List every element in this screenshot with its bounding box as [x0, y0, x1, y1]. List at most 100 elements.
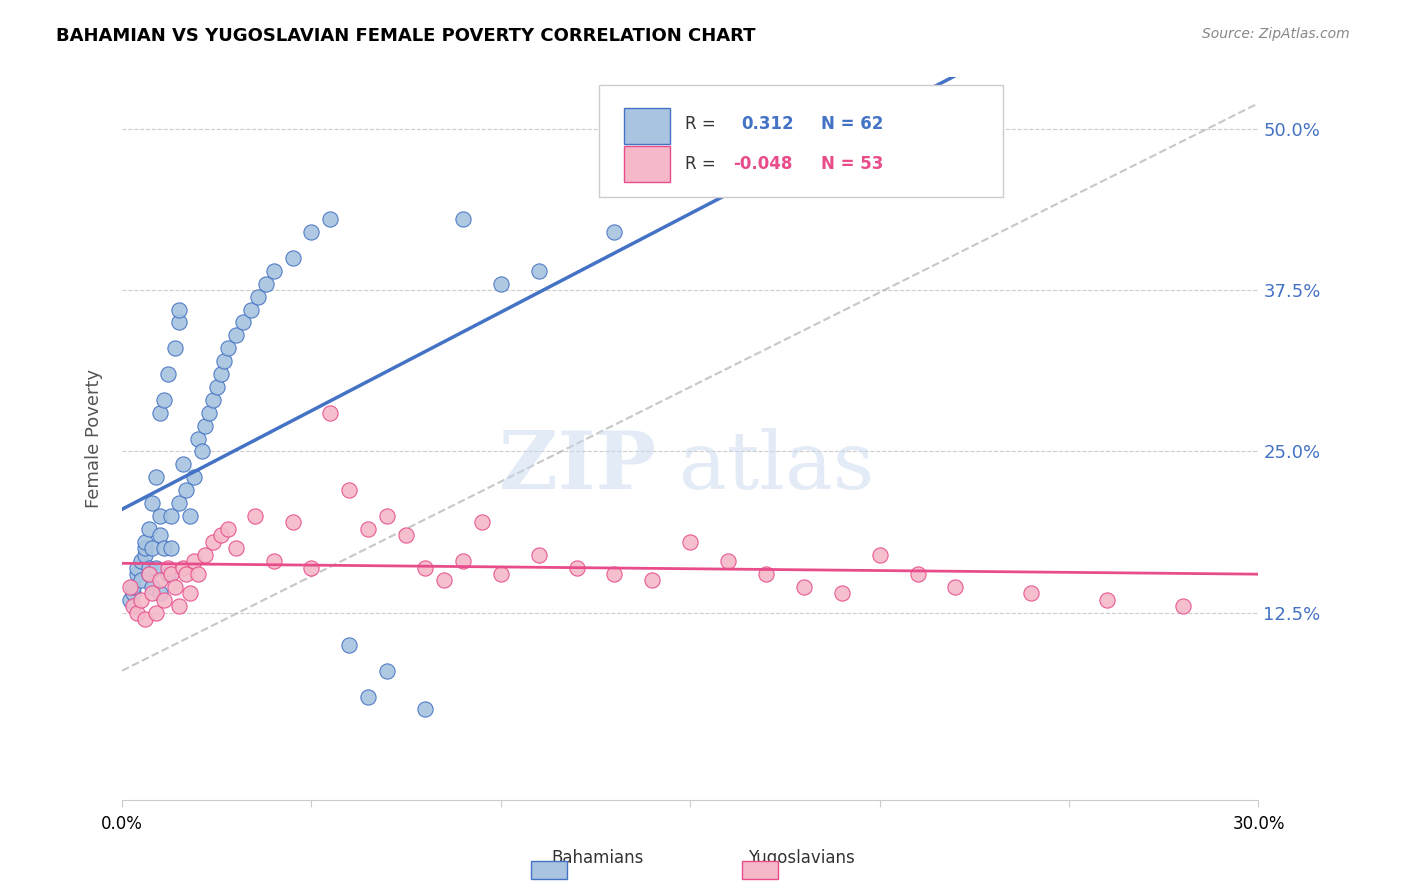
Point: [145, 470, 167, 484]
Point: [263, 264, 285, 278]
Point: [134, 541, 156, 556]
Point: [167, 496, 190, 510]
Point: [471, 516, 494, 530]
Point: [254, 277, 277, 291]
Point: [149, 528, 172, 542]
Point: [565, 560, 588, 574]
Point: [160, 566, 183, 581]
Point: [357, 522, 380, 536]
Point: [413, 560, 436, 574]
Point: [451, 554, 474, 568]
Point: [156, 566, 179, 581]
Point: [281, 516, 304, 530]
Point: [717, 554, 740, 568]
Text: N = 53: N = 53: [821, 155, 883, 173]
Text: R =: R =: [685, 155, 720, 173]
Text: atlas: atlas: [679, 428, 875, 507]
Point: [214, 354, 236, 368]
Point: [225, 541, 247, 556]
Point: [187, 432, 209, 446]
Point: [1171, 599, 1194, 614]
Point: [301, 560, 323, 574]
Text: ZIP: ZIP: [499, 428, 657, 507]
Point: [603, 225, 626, 239]
Point: [149, 406, 172, 420]
Point: [433, 574, 456, 588]
Point: [122, 586, 145, 600]
Point: [337, 483, 360, 497]
Point: [129, 592, 152, 607]
Point: [232, 316, 254, 330]
Point: [156, 367, 179, 381]
Point: [679, 534, 702, 549]
Point: [243, 508, 266, 523]
Point: [375, 508, 398, 523]
Point: [176, 566, 198, 581]
Point: [183, 554, 205, 568]
Point: [172, 560, 194, 574]
Y-axis label: Female Poverty: Female Poverty: [86, 369, 103, 508]
Point: [160, 541, 183, 556]
Point: [138, 566, 160, 581]
Point: [225, 328, 247, 343]
Point: [167, 316, 190, 330]
Point: [165, 341, 187, 355]
Point: [187, 566, 209, 581]
Point: [201, 534, 224, 549]
Point: [869, 548, 891, 562]
Point: [118, 592, 141, 607]
Point: [122, 599, 145, 614]
Point: [152, 392, 174, 407]
Point: [183, 470, 205, 484]
Point: [190, 444, 212, 458]
Point: [301, 225, 323, 239]
Point: [160, 508, 183, 523]
Point: [489, 277, 512, 291]
Point: [152, 541, 174, 556]
Point: [217, 341, 239, 355]
Point: [127, 566, 149, 581]
FancyBboxPatch shape: [599, 85, 1002, 196]
Point: [141, 541, 163, 556]
Point: [149, 586, 172, 600]
Point: [337, 638, 360, 652]
Point: [152, 592, 174, 607]
Point: [209, 528, 232, 542]
Point: [357, 690, 380, 704]
Point: [641, 574, 664, 588]
Point: [793, 580, 815, 594]
Point: [217, 522, 239, 536]
Point: [122, 580, 145, 594]
Point: [141, 496, 163, 510]
Point: [127, 560, 149, 574]
Point: [755, 566, 778, 581]
Point: [198, 406, 221, 420]
Point: [134, 534, 156, 549]
Point: [149, 508, 172, 523]
Text: Yugoslavians: Yugoslavians: [748, 849, 855, 867]
Point: [375, 664, 398, 678]
Point: [319, 406, 342, 420]
Point: [176, 483, 198, 497]
Point: [179, 508, 201, 523]
Point: [127, 606, 149, 620]
Point: [134, 548, 156, 562]
Point: [209, 367, 232, 381]
Point: [1095, 592, 1118, 607]
Point: [167, 599, 190, 614]
Point: [527, 548, 550, 562]
Point: [167, 302, 190, 317]
Text: N = 62: N = 62: [821, 115, 883, 134]
Point: [413, 702, 436, 716]
Point: [141, 586, 163, 600]
Point: [194, 418, 217, 433]
Point: [281, 251, 304, 265]
Point: [319, 212, 342, 227]
Point: [831, 586, 853, 600]
Point: [395, 528, 418, 542]
FancyBboxPatch shape: [624, 146, 669, 182]
Text: 0.312: 0.312: [741, 115, 794, 134]
Point: [527, 264, 550, 278]
FancyBboxPatch shape: [624, 108, 669, 144]
Point: [145, 606, 167, 620]
